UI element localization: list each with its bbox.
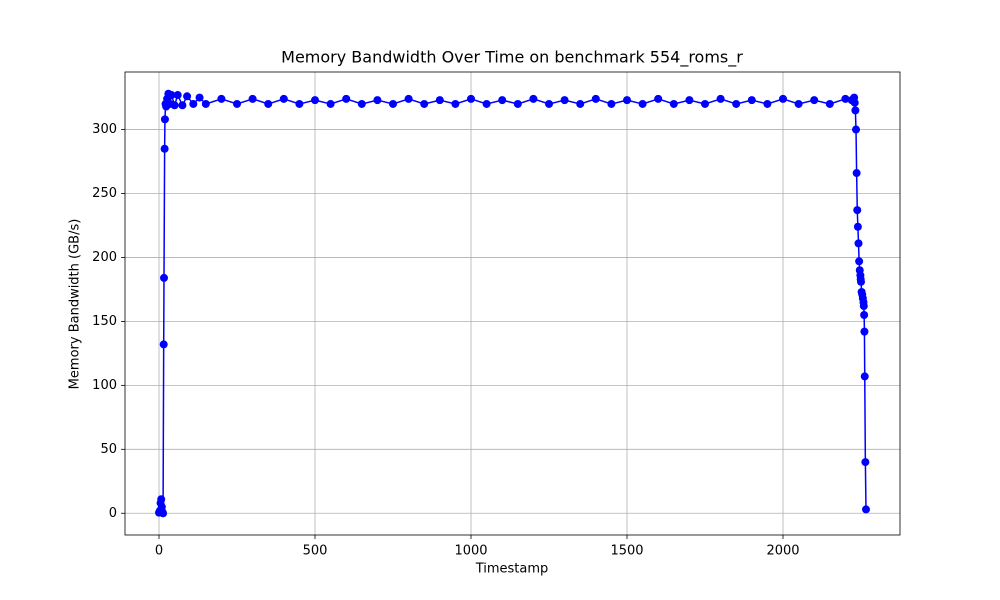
data-point: [233, 99, 242, 108]
y-tick-label: 0: [109, 506, 117, 521]
data-point: [264, 99, 273, 108]
data-point: [420, 99, 429, 108]
data-point: [342, 94, 351, 103]
data-point: [248, 94, 257, 103]
data-point: [178, 101, 187, 110]
data-point: [779, 94, 788, 103]
data-point: [853, 206, 862, 215]
data-point: [857, 277, 866, 286]
data-point: [732, 99, 741, 108]
data-point: [160, 144, 169, 153]
data-point: [295, 99, 304, 108]
data-point: [654, 94, 663, 103]
data-point: [217, 94, 226, 103]
x-tick-label: 0: [155, 544, 163, 559]
data-point: [173, 91, 182, 100]
data-point: [159, 273, 168, 282]
data-point: [467, 94, 476, 103]
y-tick-label: 250: [92, 186, 117, 201]
data-point: [279, 94, 288, 103]
y-tick-label: 50: [100, 442, 117, 457]
data-point: [716, 94, 725, 103]
data-point: [404, 94, 413, 103]
data-point: [794, 99, 803, 108]
data-point: [607, 99, 616, 108]
data-point: [195, 93, 204, 102]
y-tick-label: 300: [92, 122, 117, 137]
data-point: [860, 372, 869, 381]
data-point: [860, 311, 869, 320]
data-point: [851, 106, 860, 115]
data-point: [859, 302, 868, 311]
data-point: [189, 99, 198, 108]
data-point: [373, 96, 382, 105]
data-point: [513, 99, 522, 108]
y-tick-label: 200: [92, 250, 117, 265]
data-point: [850, 98, 859, 107]
x-axis-label: Timestamp: [475, 562, 549, 577]
data-point: [545, 99, 554, 108]
x-tick-label: 1500: [610, 544, 643, 559]
data-point: [560, 96, 569, 105]
data-point: [763, 99, 772, 108]
data-point: [389, 99, 398, 108]
data-point: [861, 505, 870, 514]
data-point: [852, 125, 861, 134]
x-tick-label: 500: [303, 544, 328, 559]
x-tick-label: 1000: [454, 544, 487, 559]
data-point: [841, 94, 850, 103]
y-tick-label: 150: [92, 314, 117, 329]
data-point: [357, 99, 366, 108]
data-point: [576, 99, 585, 108]
data-point: [170, 101, 179, 110]
data-point: [747, 96, 756, 105]
chart-title: Memory Bandwidth Over Time on benchmark …: [281, 48, 743, 68]
data-point: [810, 96, 819, 105]
data-point: [854, 239, 863, 248]
data-point: [669, 99, 678, 108]
y-axis-label: Memory Bandwidth (GB/s): [68, 219, 83, 390]
x-tick-label: 2000: [766, 544, 799, 559]
data-point: [529, 94, 538, 103]
data-point: [852, 169, 861, 178]
data-point: [638, 99, 647, 108]
data-point: [482, 99, 491, 108]
data-point: [157, 495, 166, 504]
data-point: [855, 257, 864, 266]
data-point: [685, 96, 694, 105]
data-point: [159, 509, 168, 518]
data-point: [183, 92, 192, 101]
data-point: [435, 96, 444, 105]
data-point: [591, 94, 600, 103]
data-point: [201, 99, 210, 108]
data-point: [853, 222, 862, 231]
data-point: [159, 340, 168, 349]
data-point: [498, 96, 507, 105]
data-point: [451, 99, 460, 108]
y-tick-label: 100: [92, 378, 117, 393]
data-point: [860, 327, 869, 336]
data-point: [160, 115, 169, 124]
data-point: [623, 96, 632, 105]
data-point: [701, 99, 710, 108]
data-point: [311, 96, 320, 105]
plot-frame: [124, 71, 901, 536]
data-point: [326, 99, 335, 108]
data-line: [158, 92, 867, 514]
data-point: [167, 91, 176, 100]
data-point: [861, 458, 870, 467]
data-point: [825, 99, 834, 108]
